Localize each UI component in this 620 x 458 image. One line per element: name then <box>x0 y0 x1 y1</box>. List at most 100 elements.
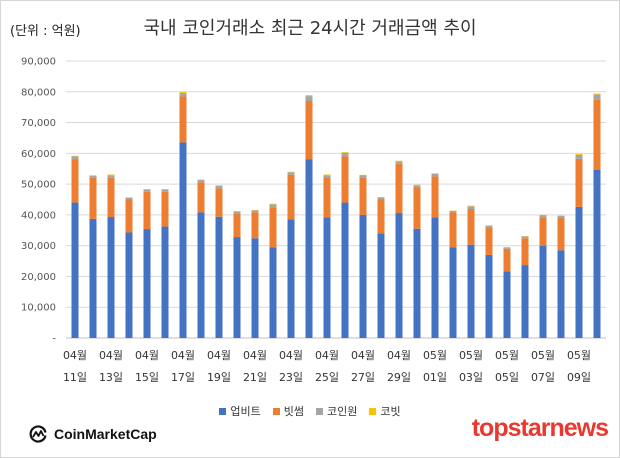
coinmarketcap-text: CoinMarketCap <box>54 426 157 442</box>
bar-segment <box>413 185 421 188</box>
x-tick-day: 13일 <box>99 370 123 384</box>
bar-segment <box>305 96 313 102</box>
bar-segment <box>251 238 259 338</box>
bar-segment <box>89 175 97 176</box>
topstarnews-watermark: topstarnews <box>471 414 609 442</box>
x-tick-day: 21일 <box>243 370 267 384</box>
x-tick-day: 27일 <box>351 370 375 384</box>
bar-segment <box>215 185 223 189</box>
x-tick-month: 05월 <box>531 349 555 362</box>
bar-segment <box>233 213 241 238</box>
bar-segment <box>287 219 295 338</box>
bar-segment <box>539 245 547 338</box>
bar-segment <box>179 96 187 143</box>
bar-segment <box>287 171 295 173</box>
bar-segment <box>485 227 493 255</box>
legend: 업비트 빗썸 코인원 코빗 <box>0 403 620 419</box>
bar-segment <box>521 238 529 266</box>
bar-segment <box>323 177 331 218</box>
bar-segment <box>359 214 367 338</box>
bar-segment <box>71 159 79 203</box>
legend-label: 코빗 <box>380 405 401 418</box>
bar-segment <box>359 175 367 178</box>
bar-segment <box>449 210 457 213</box>
bar-segment <box>125 232 133 338</box>
bar-segment <box>107 174 115 176</box>
bar-segment <box>179 142 187 338</box>
bar-segment <box>575 206 583 338</box>
bar-segment <box>557 217 565 251</box>
bar-segment <box>89 175 97 178</box>
bar-segment <box>449 212 457 248</box>
bar-segment <box>593 99 601 170</box>
bar-segment <box>89 218 97 338</box>
bar-segment <box>143 229 151 338</box>
x-tick-month: 05월 <box>567 349 591 362</box>
y-tick-label: 50,000 <box>21 180 56 191</box>
bar-segment <box>215 188 223 217</box>
bar-segment <box>341 202 349 338</box>
x-tick-day: 29일 <box>387 370 411 384</box>
bar-segment <box>305 159 313 338</box>
legend-swatch <box>219 407 227 415</box>
x-tick-day: 17일 <box>171 370 195 384</box>
bar-segment <box>521 236 529 239</box>
bar-segment <box>575 158 583 207</box>
bar-segment <box>71 202 79 338</box>
bar-segment <box>251 210 259 213</box>
legend-item: 업비트 <box>219 403 261 419</box>
bar-segment <box>557 250 565 338</box>
bar-segment <box>107 175 115 178</box>
bar-segment <box>431 173 439 177</box>
x-tick-month: 04월 <box>171 349 195 362</box>
bar-segment <box>269 204 277 208</box>
bar-segment <box>359 177 367 215</box>
x-tick-day: 03일 <box>459 370 483 384</box>
bar-segment <box>143 189 151 192</box>
bar-segment <box>161 226 169 338</box>
bar-segment <box>431 176 439 218</box>
bar-segment <box>341 156 349 203</box>
legend-item: 코인원 <box>316 403 357 419</box>
bar-segment <box>431 173 439 174</box>
bar-segment <box>269 207 277 248</box>
bar-segment <box>485 225 493 228</box>
x-tick-day: 05일 <box>495 370 519 384</box>
bar-segment <box>107 217 115 338</box>
bar-segment <box>341 152 349 153</box>
bar-segment <box>197 179 205 183</box>
bar-segment <box>593 169 601 338</box>
bar-segment <box>305 101 313 160</box>
bar-segment <box>395 160 403 162</box>
bar-segment <box>413 184 421 186</box>
bar-segment <box>287 172 295 175</box>
x-axis-ticks: 04월 11일 04월 13일 04월 15일 04월 17일 04월 19일 04월 21일 04월 2… <box>63 349 591 384</box>
bar-segment <box>395 213 403 338</box>
x-tick-day: 07일 <box>531 370 555 384</box>
bar-segment <box>341 152 349 157</box>
bar-segment <box>251 212 259 239</box>
bar-segment <box>467 244 475 338</box>
bar-segment <box>323 217 331 338</box>
bar-segment <box>413 228 421 338</box>
coinmarketcap-logo: CoinMarketCap <box>28 424 157 444</box>
bar-segment <box>539 215 547 218</box>
y-axis-ticks: - 10,000 20,000 30,000 40,000 50,000 60,000 70,… <box>21 57 56 345</box>
bar-segment <box>413 187 421 229</box>
bar-segment <box>215 185 223 186</box>
bar-segment <box>269 247 277 338</box>
bar-segment <box>539 217 547 246</box>
bar-segment <box>125 197 133 200</box>
x-tick-month: 05월 <box>495 349 519 362</box>
bar-segment <box>233 211 241 214</box>
y-tick-label: 30,000 <box>21 241 56 252</box>
bar-segment <box>179 93 187 97</box>
legend-item: 빗썸 <box>272 403 304 419</box>
bar-segment <box>359 174 367 176</box>
x-tick-month: 05월 <box>423 349 447 362</box>
bar-segment <box>503 271 511 338</box>
bar-segment <box>467 205 475 207</box>
x-tick-month: 04월 <box>351 349 375 362</box>
bar-segment <box>215 216 223 338</box>
